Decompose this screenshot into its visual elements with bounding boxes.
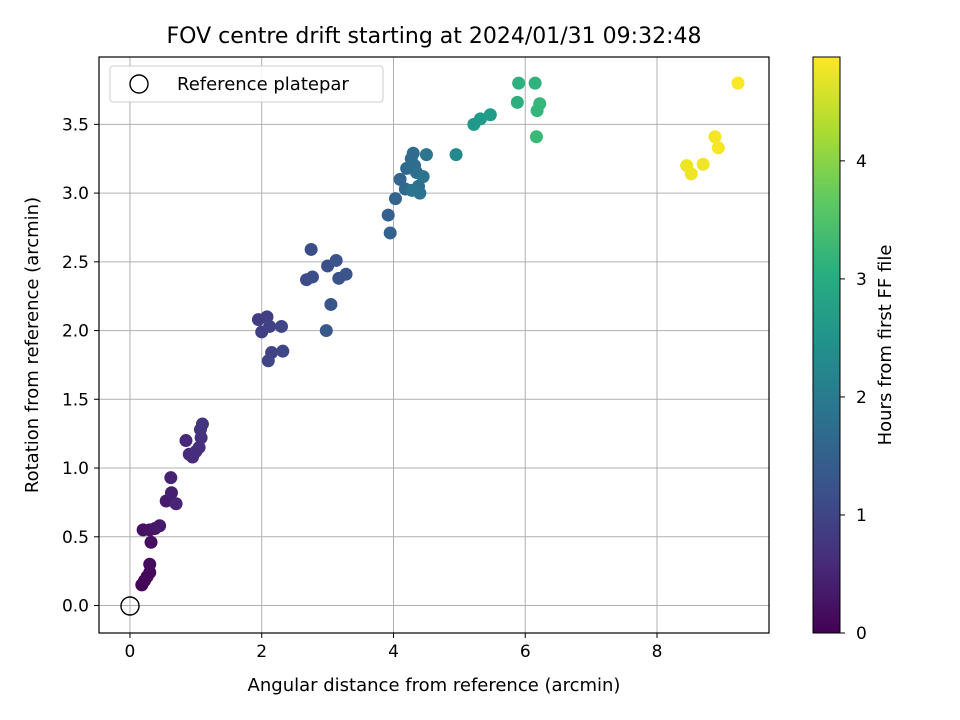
legend-box <box>109 65 384 103</box>
data-point <box>329 253 343 267</box>
data-point <box>449 148 463 162</box>
data-point <box>483 108 497 122</box>
data-point <box>393 172 407 186</box>
data-point <box>339 267 353 281</box>
data-point <box>416 170 430 184</box>
data-point <box>388 192 402 206</box>
data-point <box>510 95 524 109</box>
colorbar-ticks: 0 1 2 3 4 <box>840 152 867 644</box>
y-tick-label: 0.5 <box>62 528 89 548</box>
legend-entry-reference: Reference platepar <box>177 74 349 95</box>
data-point <box>529 130 543 144</box>
y-tick-label: 3.5 <box>62 115 89 135</box>
x-tick-label: 8 <box>652 642 663 662</box>
data-point <box>419 148 433 162</box>
x-axis-label: Angular distance from reference (arcmin) <box>248 675 621 696</box>
data-point <box>164 471 178 485</box>
colorbar: 0 1 2 3 4 Hours from first FF file <box>812 56 896 644</box>
colorbar-tick-label: 2 <box>856 388 867 408</box>
data-point <box>276 344 290 358</box>
chart-title: FOV centre drift starting at 2024/01/31 … <box>167 24 702 49</box>
data-point <box>319 324 333 338</box>
data-point <box>684 167 698 181</box>
legend-marker-reference <box>129 74 149 94</box>
data-point <box>324 297 338 311</box>
y-tick-label: 1.0 <box>62 459 89 479</box>
reference-platepar-marker <box>120 596 140 616</box>
data-point <box>696 157 710 171</box>
data-point <box>179 434 193 448</box>
y-tick-label: 0.0 <box>62 597 89 617</box>
data-point <box>143 557 157 571</box>
data-point <box>144 535 158 549</box>
data-point <box>708 130 722 144</box>
data-point <box>473 112 487 126</box>
data-point <box>274 319 288 333</box>
y-tick-label: 2.5 <box>62 253 89 273</box>
y-tick-label: 2.0 <box>62 322 89 342</box>
y-axis-ticks: 0.0 0.5 1.0 1.5 2.0 2.5 3.0 3.5 <box>62 115 99 617</box>
colorbar-tick-label: 1 <box>856 506 867 526</box>
data-point <box>533 97 547 111</box>
legend: Reference platepar <box>109 65 384 103</box>
y-tick-label: 3.0 <box>62 184 89 204</box>
data-point <box>261 354 275 368</box>
data-point <box>406 146 420 160</box>
data-point <box>381 208 395 222</box>
x-tick-label: 4 <box>388 642 399 662</box>
x-tick-label: 2 <box>256 642 267 662</box>
data-point <box>164 486 178 500</box>
data-point <box>169 497 183 511</box>
data-point <box>304 242 318 256</box>
data-point <box>528 76 542 90</box>
data-point <box>512 76 526 90</box>
plot-area <box>98 56 770 634</box>
data-point <box>405 183 419 197</box>
data-point <box>731 76 745 90</box>
data-point <box>263 319 277 333</box>
colorbar-tick-label: 0 <box>856 624 867 644</box>
data-points <box>135 76 745 592</box>
data-point <box>711 141 725 155</box>
colorbar-label: Hours from first FF file <box>875 245 896 446</box>
x-tick-label: 6 <box>520 642 531 662</box>
data-point <box>195 417 209 431</box>
colorbar-gradient <box>812 56 841 634</box>
x-axis-ticks: 0 2 4 6 8 <box>125 633 663 662</box>
data-point <box>383 226 397 240</box>
data-point <box>153 519 167 533</box>
grid-lines <box>99 57 769 633</box>
x-tick-label: 0 <box>125 642 136 662</box>
colorbar-tick-label: 3 <box>856 270 867 290</box>
y-tick-label: 1.5 <box>62 390 89 410</box>
colorbar-tick-label: 4 <box>856 152 867 172</box>
data-point <box>305 270 319 284</box>
y-axis-label: Rotation from reference (arcmin) <box>22 197 43 493</box>
